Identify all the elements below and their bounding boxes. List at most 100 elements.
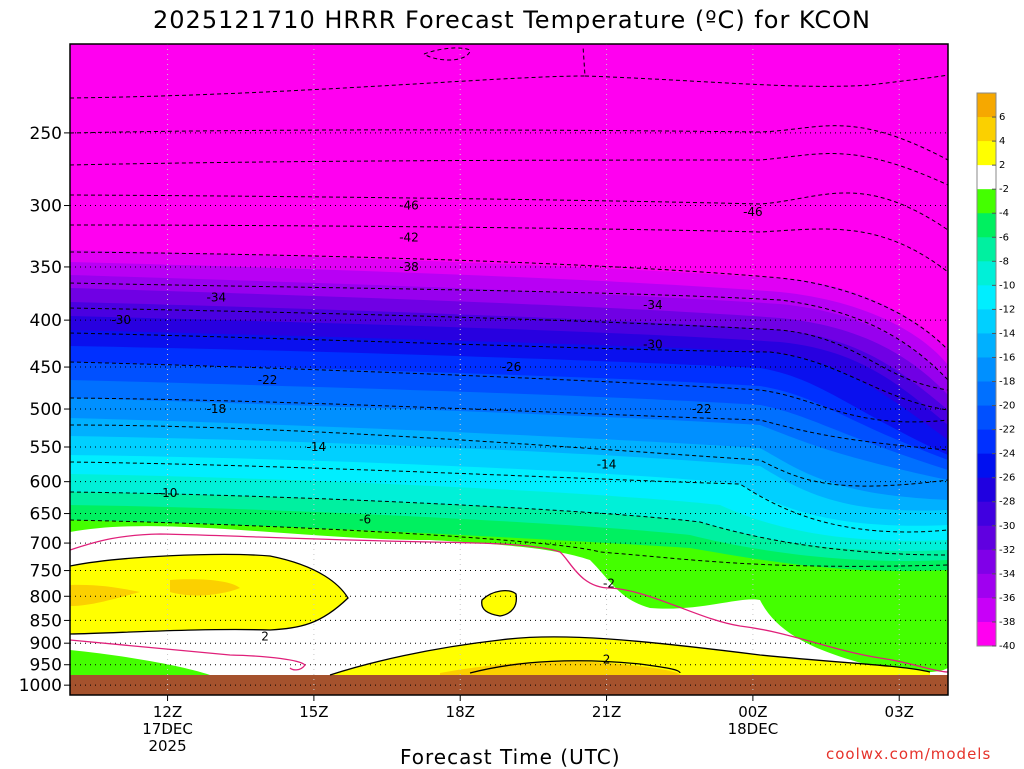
contour-minus48 <box>70 125 948 161</box>
contour-label: -2 <box>603 577 615 591</box>
contour-label: 2 <box>603 653 611 667</box>
colorbar-swatch <box>977 621 996 647</box>
contour-label: -42 <box>399 230 419 244</box>
contour-label: -46 <box>399 199 419 213</box>
colorbar-label: 6 <box>999 112 1005 123</box>
contour-label: -14 <box>307 440 327 454</box>
colorbar-swatch <box>977 141 996 166</box>
contour-minus2 <box>70 519 948 567</box>
y-tick-label: 800 <box>30 587 62 607</box>
colorbar-label: -8 <box>999 256 1009 267</box>
contour-label: -34 <box>207 291 227 305</box>
colorbar-swatch <box>977 597 996 623</box>
y-tick-label: 300 <box>30 197 62 217</box>
colorbar-label: -16 <box>999 352 1015 363</box>
band-surface-green <box>70 650 210 675</box>
contour-minus47 <box>70 153 948 186</box>
contour-minus10 <box>70 461 948 533</box>
contour-label: -10 <box>158 486 178 500</box>
colorbar-swatch <box>977 405 996 431</box>
x-tick-label: 18DEC <box>728 720 779 738</box>
y-tick-label: 650 <box>30 505 62 525</box>
contour-label: -14 <box>597 458 617 472</box>
colorbar-frame <box>976 92 997 647</box>
band-warm-blob <box>481 590 517 616</box>
y-tick-label: 250 <box>30 124 62 144</box>
contour-minus42 <box>70 224 948 273</box>
colorbar-swatch <box>977 213 996 238</box>
x-axis-label: Forecast Time (UTC) <box>400 745 621 769</box>
colorbar: 6 4 2 -2 -4 -6 -8 -10 -12 -14 -16 -18 -20 -22 -24 -26 -2… <box>976 92 1015 652</box>
contour-label: -22 <box>258 373 278 387</box>
colorbar-label: -18 <box>999 377 1015 388</box>
contour-minus46 <box>70 192 948 231</box>
x-tick-label: 21Z <box>592 703 621 721</box>
colorbar-label: -32 <box>999 545 1015 556</box>
colorbar-swatch <box>977 285 996 310</box>
colorbar-label: -10 <box>999 280 1015 291</box>
colorbar-swatch <box>977 381 996 407</box>
contour-lines <box>70 45 948 567</box>
colorbar-swatch <box>977 357 996 383</box>
y-tick-label: 900 <box>30 634 62 654</box>
colorbar-label: -14 <box>999 328 1015 339</box>
credit-link[interactable]: coolwx.com/models <box>826 745 992 763</box>
contour-minus22 <box>70 361 948 423</box>
colorbar-label: -12 <box>999 304 1015 315</box>
plot-area <box>70 44 948 695</box>
contour-label: -30 <box>643 337 663 351</box>
contour-label: -22 <box>692 402 712 416</box>
colorbar-swatch <box>977 573 996 599</box>
contour-minus30 <box>70 307 948 391</box>
x-tick-label: 00Z <box>738 703 767 721</box>
colorbar-label: 2 <box>999 160 1005 171</box>
x-tick-label: 12Z <box>153 703 182 721</box>
contour-plus2-upper <box>70 553 349 635</box>
colorbar-label: -28 <box>999 497 1015 508</box>
y-tick-label: 700 <box>30 534 62 554</box>
contour-label: -38 <box>399 260 419 274</box>
freezing-line-upper <box>70 533 948 673</box>
contour-minus14 <box>70 424 948 487</box>
colorbar-label: -6 <box>999 232 1009 243</box>
contour-label: 2 <box>261 629 269 643</box>
chart-title: 2025121710 HRRR Forecast Temperature (ºC… <box>153 6 871 34</box>
contour-minus50 <box>70 45 948 99</box>
colorbar-swatch <box>977 165 996 190</box>
contour-plus4-lower <box>469 660 681 674</box>
colorbar-swatch <box>977 189 996 214</box>
colorbar-swatch <box>977 525 996 551</box>
contour-label: -26 <box>502 360 522 374</box>
contour-label: -18 <box>207 402 227 416</box>
y-tick-label: 350 <box>30 258 62 278</box>
colorbar-label: -20 <box>999 401 1015 412</box>
colorbar-label: -4 <box>999 208 1009 219</box>
contour-label: -46 <box>743 205 763 219</box>
contour-minus34 <box>70 282 948 381</box>
y-tick-label: 450 <box>30 358 62 378</box>
colorbar-label: -36 <box>999 593 1015 604</box>
y-tick-label: 750 <box>30 562 62 582</box>
band-warm-layer-upper-core <box>70 579 240 606</box>
colorbar-label: -34 <box>999 569 1015 580</box>
colorbar-label: -24 <box>999 449 1015 460</box>
plot-frame <box>69 43 949 696</box>
contour-plus2-lower <box>329 636 931 676</box>
contour-plus2-blob <box>481 589 518 617</box>
freezing-line-lower <box>70 639 306 671</box>
colorbar-label: -2 <box>999 184 1009 195</box>
colorbar-label: -30 <box>999 521 1015 532</box>
colorbar-swatch <box>977 453 996 479</box>
y-tick-label: 500 <box>30 400 62 420</box>
contour-minus18 <box>70 397 948 451</box>
freezing-line <box>70 533 948 673</box>
y-tick-label: 850 <box>30 611 62 631</box>
y-tick-label: 400 <box>30 311 62 331</box>
y-axis: 250 300 350 400 450 500 550 600 650 700 750 800 850 9… <box>19 124 70 696</box>
colorbar-label: -22 <box>999 425 1015 436</box>
colorbar-label: -26 <box>999 473 1015 484</box>
x-tick-label: 03Z <box>885 703 914 721</box>
y-tick-label: 1000 <box>19 676 62 696</box>
